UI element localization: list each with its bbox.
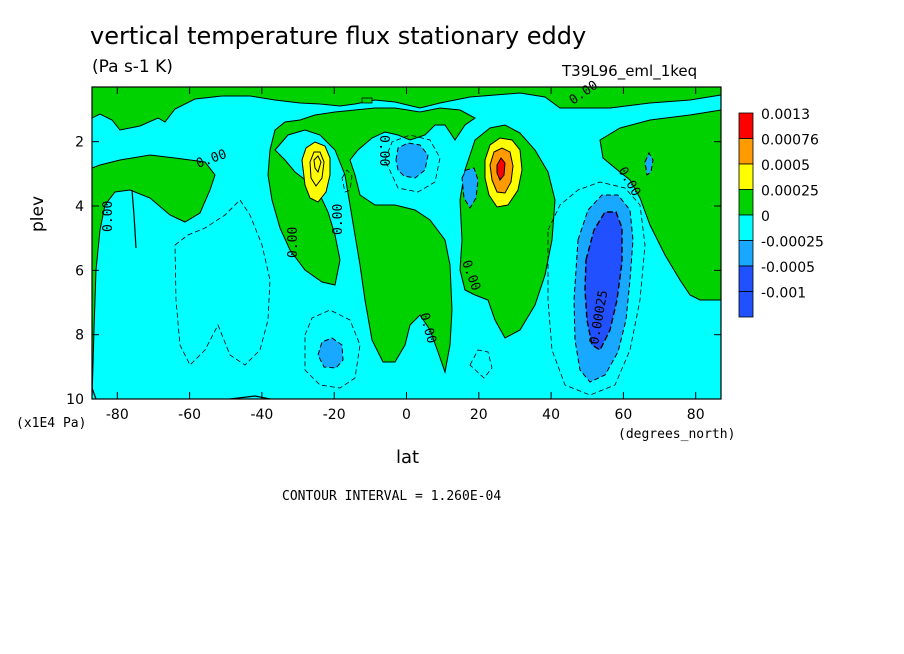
- contour-neg-eq-outer: [384, 134, 441, 193]
- legend-label: 0: [761, 209, 770, 225]
- y-tick-label: 6: [75, 263, 84, 279]
- legend-label: 0.00025: [761, 184, 819, 200]
- contour-label: 0.00: [101, 201, 116, 232]
- contour-neg-nh-outer: [547, 181, 646, 396]
- legend-swatch: [738, 189, 754, 216]
- legend-label: -0.001: [761, 286, 806, 302]
- legend-label: 0.0005: [761, 158, 810, 174]
- x-tick-label: 0: [402, 407, 411, 423]
- legend-swatch: [738, 265, 754, 292]
- y-tick-label: 10: [66, 392, 84, 408]
- contour-zero-bottom-left: [92, 387, 97, 399]
- region-nh-max-core: [496, 157, 506, 181]
- chart-units: (Pa s-1 K): [92, 57, 173, 77]
- x-tick-label: -40: [250, 407, 273, 423]
- region-sh-min-lower: [317, 337, 344, 369]
- region-positive-nh-tongue: [459, 124, 556, 339]
- small-green-blob: [361, 97, 373, 104]
- dataset-label: T39L96_eml_1keq: [562, 62, 698, 80]
- region-positive-right-high: [599, 109, 721, 301]
- x-axis-label: lat: [396, 447, 420, 468]
- x-tick-label: -60: [178, 407, 201, 423]
- legend-swatch: [738, 138, 754, 165]
- x-tick-label: -80: [106, 407, 129, 423]
- region-positive-left-wedge: [92, 154, 216, 399]
- region-sh-max-core: [313, 155, 322, 174]
- y-axis-units: (x1E4 Pa): [16, 416, 87, 431]
- contour-zero-left-spike: [131, 189, 137, 249]
- contour-zero-bottom-mid: [229, 395, 271, 399]
- legend-swatch: [738, 112, 754, 139]
- contour-neg-sh-broad: [174, 199, 271, 366]
- contour-interval: CONTOUR INTERVAL = 1.260E-04: [282, 489, 502, 504]
- legend-label: -0.00025: [761, 235, 824, 251]
- region-sh-max-inner: [309, 151, 325, 187]
- chart-title: vertical temperature flux stationary edd…: [90, 22, 587, 50]
- legend-swatch: [738, 291, 754, 318]
- contour-label: 0.00: [376, 135, 391, 166]
- region-eq-min: [395, 142, 429, 179]
- legend-label: -0.0005: [761, 260, 815, 276]
- region-nh-min-dark: [584, 211, 623, 352]
- x-tick-label: 40: [542, 407, 560, 423]
- contour-label: 0.00: [331, 204, 346, 235]
- x-tick-label: 20: [470, 407, 488, 423]
- legend-swatch: [738, 214, 754, 241]
- y-tick-label: 4: [75, 199, 84, 215]
- contour-neg-sh-lower: [304, 309, 361, 389]
- region-positive-upper-band: [92, 87, 721, 131]
- legend-swatch: [738, 240, 754, 267]
- y-tick-label: 8: [75, 328, 84, 344]
- region-right-tiny-min: [644, 151, 654, 176]
- region-sh-max-yellow: [301, 141, 331, 203]
- legend-swatch: [738, 163, 754, 190]
- contour-neg-sh-small: [341, 169, 353, 193]
- contour-neg-eq-lower: [469, 349, 493, 379]
- x-axis-units: (degrees_north): [618, 427, 736, 442]
- contour-label: 0.00: [286, 227, 301, 258]
- x-tick-label: 80: [687, 407, 705, 423]
- x-tick-label: -20: [323, 407, 346, 423]
- legend-label: 0.0013: [761, 107, 810, 123]
- region-nh-small-min: [461, 167, 479, 209]
- y-tick-label: 2: [75, 135, 84, 151]
- x-tick-label: 60: [614, 407, 632, 423]
- legend-label: 0.00076: [761, 133, 819, 149]
